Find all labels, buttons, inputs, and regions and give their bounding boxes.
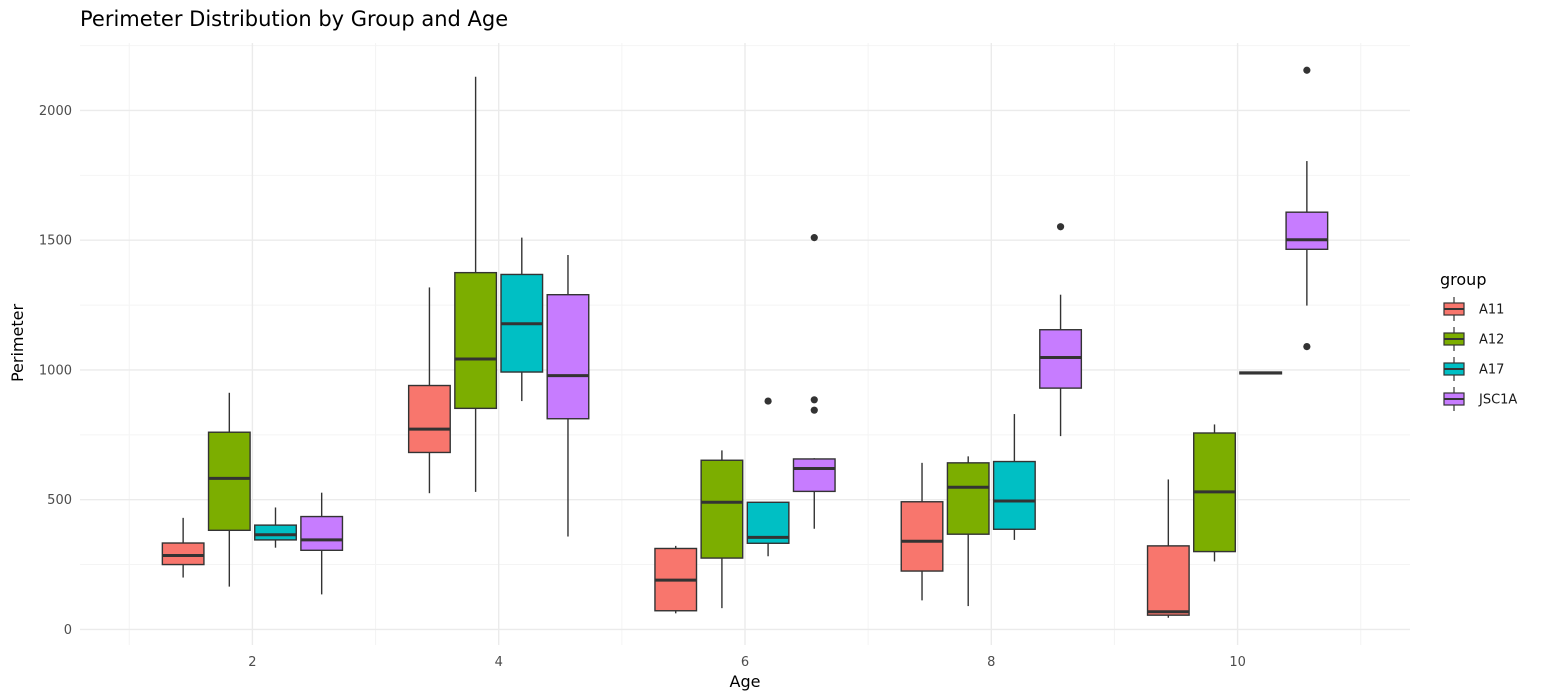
x-tick-label: 8 — [987, 655, 995, 670]
box-a11-age-2 — [161, 517, 205, 578]
box-a17-age-6 — [746, 397, 790, 557]
box-a17-age-8 — [992, 414, 1036, 540]
legend-label: A17 — [1479, 363, 1504, 378]
legend-label: A12 — [1479, 333, 1504, 348]
box-iqr — [700, 459, 744, 559]
x-tick-label: 6 — [741, 655, 749, 670]
box-iqr — [1146, 545, 1190, 616]
box-iqr — [161, 542, 205, 566]
y-tick-label: 2000 — [39, 104, 72, 119]
box-a12-age-4 — [454, 76, 498, 492]
legend-item-a12: A12 — [1443, 327, 1504, 351]
legend-item-a17: A17 — [1443, 357, 1504, 381]
box-a12-age-8 — [946, 456, 990, 607]
outlier-point — [1303, 66, 1311, 74]
box-a12-age-6 — [700, 450, 744, 609]
y-tick-label: 0 — [64, 623, 72, 638]
y-tick-label: 500 — [47, 493, 72, 508]
box-jsc1a-age-10 — [1285, 66, 1329, 351]
box-a11-age-10 — [1146, 479, 1190, 618]
box-a17-age-2 — [254, 507, 297, 548]
outlier-point — [810, 396, 818, 404]
box-iqr — [546, 293, 590, 420]
box-iqr — [207, 431, 251, 532]
legend-item-a11: A11 — [1443, 297, 1504, 321]
series-a11 — [161, 287, 1190, 618]
box-iqr — [454, 271, 498, 410]
box-series — [161, 66, 1329, 618]
x-tick-label: 10 — [1229, 655, 1246, 670]
grid-lines — [80, 43, 1410, 645]
box-iqr — [254, 524, 297, 541]
x-tick-label: 2 — [248, 655, 256, 670]
chart-title: Perimeter Distribution by Group and Age — [80, 7, 508, 31]
legend-title: group — [1440, 270, 1486, 289]
box-iqr — [792, 458, 836, 493]
box-a17-age-4 — [500, 237, 544, 402]
box-a12-age-10 — [1193, 424, 1236, 562]
legend: group A11 A12 A17 JSC1A — [1440, 270, 1517, 411]
y-tick-label: 1000 — [39, 363, 72, 378]
box-iqr — [992, 460, 1036, 530]
box-jsc1a-age-8 — [1039, 223, 1083, 437]
box-a11-age-6 — [654, 545, 698, 614]
box-jsc1a-age-4 — [546, 254, 590, 537]
series-a17 — [254, 237, 1283, 557]
outlier-point — [810, 234, 818, 242]
outlier-point — [810, 406, 818, 414]
x-tick-label: 4 — [495, 655, 503, 670]
box-a11-age-8 — [900, 462, 944, 601]
box-iqr — [407, 384, 451, 454]
series-a12 — [207, 76, 1236, 609]
y-tick-label: 1500 — [39, 234, 72, 249]
box-jsc1a-age-2 — [300, 492, 344, 595]
legend-item-jsc1a: JSC1A — [1443, 387, 1517, 411]
legend-label: JSC1A — [1478, 393, 1517, 408]
outlier-point — [1303, 342, 1311, 351]
outlier-point — [1056, 223, 1065, 231]
box-iqr — [900, 501, 944, 572]
y-axis-title: Perimeter — [8, 304, 27, 382]
box-a11-age-4 — [407, 287, 451, 494]
x-axis-title: Age — [730, 672, 761, 691]
box-iqr — [1285, 211, 1329, 250]
box-iqr — [946, 462, 990, 535]
series-jsc1a — [300, 66, 1329, 595]
outlier-point — [764, 397, 772, 405]
box-jsc1a-age-6 — [792, 234, 836, 529]
box-iqr — [300, 515, 344, 551]
axis-ticks: 0 500 1000 1500 2000 2 4 6 8 10 — [39, 104, 1246, 670]
box-a17-age-10 — [1239, 371, 1283, 375]
box-a12-age-2 — [207, 392, 251, 587]
legend-label: A11 — [1479, 303, 1504, 318]
